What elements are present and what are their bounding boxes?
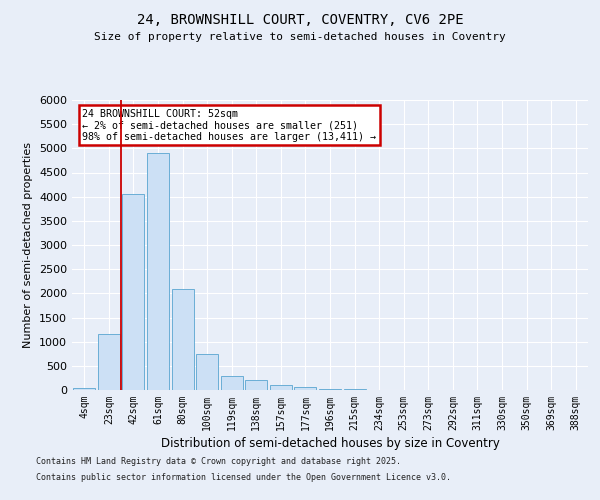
Bar	[147, 153, 169, 390]
Bar	[319, 388, 341, 390]
Y-axis label: Number of semi-detached properties: Number of semi-detached properties	[23, 142, 34, 348]
Bar	[295, 387, 316, 390]
Text: 24 BROWNSHILL COURT: 52sqm
← 2% of semi-detached houses are smaller (251)
98% of: 24 BROWNSHILL COURT: 52sqm ← 2% of semi-…	[82, 108, 376, 142]
Text: Contains public sector information licensed under the Open Government Licence v3: Contains public sector information licen…	[36, 472, 451, 482]
Text: Contains HM Land Registry data © Crown copyright and database right 2025.: Contains HM Land Registry data © Crown c…	[36, 458, 401, 466]
Bar	[73, 388, 95, 390]
Bar	[221, 376, 243, 390]
Text: Size of property relative to semi-detached houses in Coventry: Size of property relative to semi-detach…	[94, 32, 506, 42]
Text: 24, BROWNSHILL COURT, COVENTRY, CV6 2PE: 24, BROWNSHILL COURT, COVENTRY, CV6 2PE	[137, 12, 463, 26]
Bar	[98, 334, 120, 390]
Bar	[122, 194, 145, 390]
X-axis label: Distribution of semi-detached houses by size in Coventry: Distribution of semi-detached houses by …	[161, 437, 499, 450]
Bar	[196, 354, 218, 390]
Bar	[270, 385, 292, 390]
Bar	[172, 288, 194, 390]
Bar	[245, 380, 268, 390]
